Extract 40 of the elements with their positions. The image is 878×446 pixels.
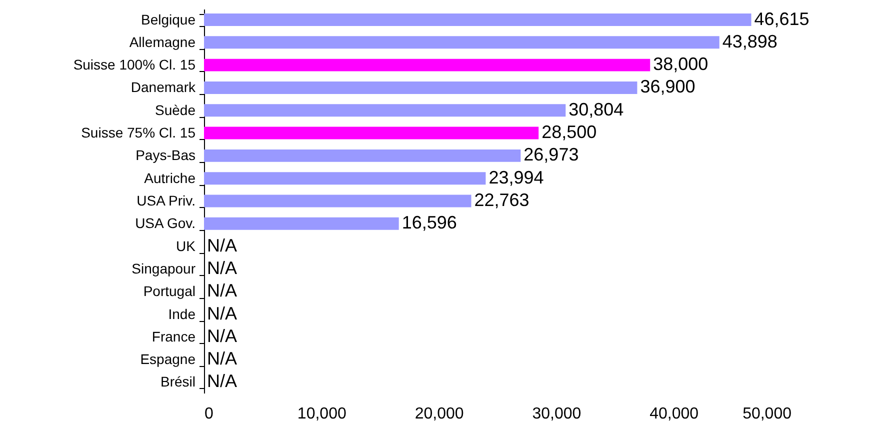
- x-tick-label: 0: [204, 406, 214, 422]
- data-label: 30,804: [568, 99, 624, 120]
- y-tick-label: Brésil: [160, 374, 196, 390]
- data-label: 36,900: [640, 76, 696, 97]
- text: N/A: [207, 303, 238, 324]
- y-tick-label: Suède: [155, 102, 196, 118]
- x-tick-label: 50,000: [742, 406, 792, 422]
- text: N/A: [207, 235, 238, 256]
- y-tick-label: Portugal: [143, 283, 196, 300]
- y-tick-label: France: [152, 328, 196, 344]
- text: N/A: [207, 280, 238, 301]
- text: N/A: [207, 348, 238, 369]
- data-label: 23,994: [488, 167, 544, 188]
- text: N/A: [207, 371, 238, 392]
- y-tick-label: USA Gov.: [135, 215, 196, 232]
- text: N/A: [207, 326, 238, 346]
- data-label: 38,000: [653, 54, 708, 74]
- y-tick-label: Pays-Bas: [136, 147, 196, 164]
- y-tick-label: Danemark: [130, 79, 196, 96]
- x-tick-label: 40,000: [650, 406, 699, 422]
- data-label: 26,973: [524, 144, 579, 165]
- x-tick-label: 10,000: [297, 406, 346, 422]
- data-label: 16,596: [402, 212, 457, 233]
- y-tick-label: UK: [176, 238, 196, 254]
- x-tick-label: 30,000: [532, 406, 582, 422]
- y-tick-label: Inde: [168, 306, 196, 322]
- y-tick-label: Autriche: [144, 170, 196, 186]
- y-tick-label: Suisse 100% Cl. 15: [73, 56, 196, 73]
- y-tick-label: Belgique: [141, 11, 196, 28]
- y-tick-label: USA Priv.: [136, 192, 196, 208]
- text: N/A: [207, 258, 238, 278]
- y-tick-label: Espagne: [140, 351, 196, 368]
- data-label: 28,500: [542, 122, 597, 142]
- y-tick-label: Singapour: [132, 260, 196, 276]
- y-tick-label: Suisse 75% Cl. 15: [81, 124, 196, 141]
- data-label: 22,763: [474, 190, 530, 210]
- y-tick-label: Allemagne: [129, 34, 196, 50]
- data-label: 43,898: [722, 31, 778, 52]
- data-label: 46,615: [754, 8, 810, 29]
- x-tick-label: 20,000: [414, 406, 464, 422]
